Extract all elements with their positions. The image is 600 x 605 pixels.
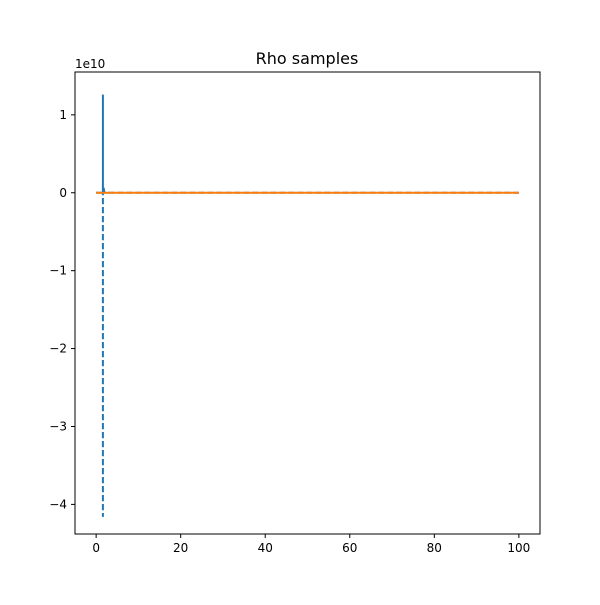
x-tick-label: 60 (342, 541, 357, 555)
chart-title: Rho samples (256, 49, 359, 68)
x-tick-label: 0 (92, 541, 100, 555)
x-tick-label: 80 (427, 541, 442, 555)
series-line-1 (96, 94, 519, 518)
axes-layer: 0 20 40 60 80 100 −4 −3 −2 −1 0 1 (49, 71, 541, 555)
x-tick-label: 100 (507, 541, 530, 555)
y-tick-label: 0 (59, 186, 67, 200)
y-tick-label: 1 (59, 108, 67, 122)
y-axis-offset-label: 1e10 (75, 57, 105, 71)
x-tick-label: 40 (258, 541, 273, 555)
x-tick-label: 20 (173, 541, 188, 555)
y-tick-label: −1 (49, 264, 67, 278)
series-layer (96, 94, 519, 518)
y-tick-label: −3 (49, 419, 67, 433)
plot-frame (74, 71, 541, 535)
y-tick-label: −4 (49, 497, 67, 511)
y-tick-label: −2 (49, 342, 67, 356)
